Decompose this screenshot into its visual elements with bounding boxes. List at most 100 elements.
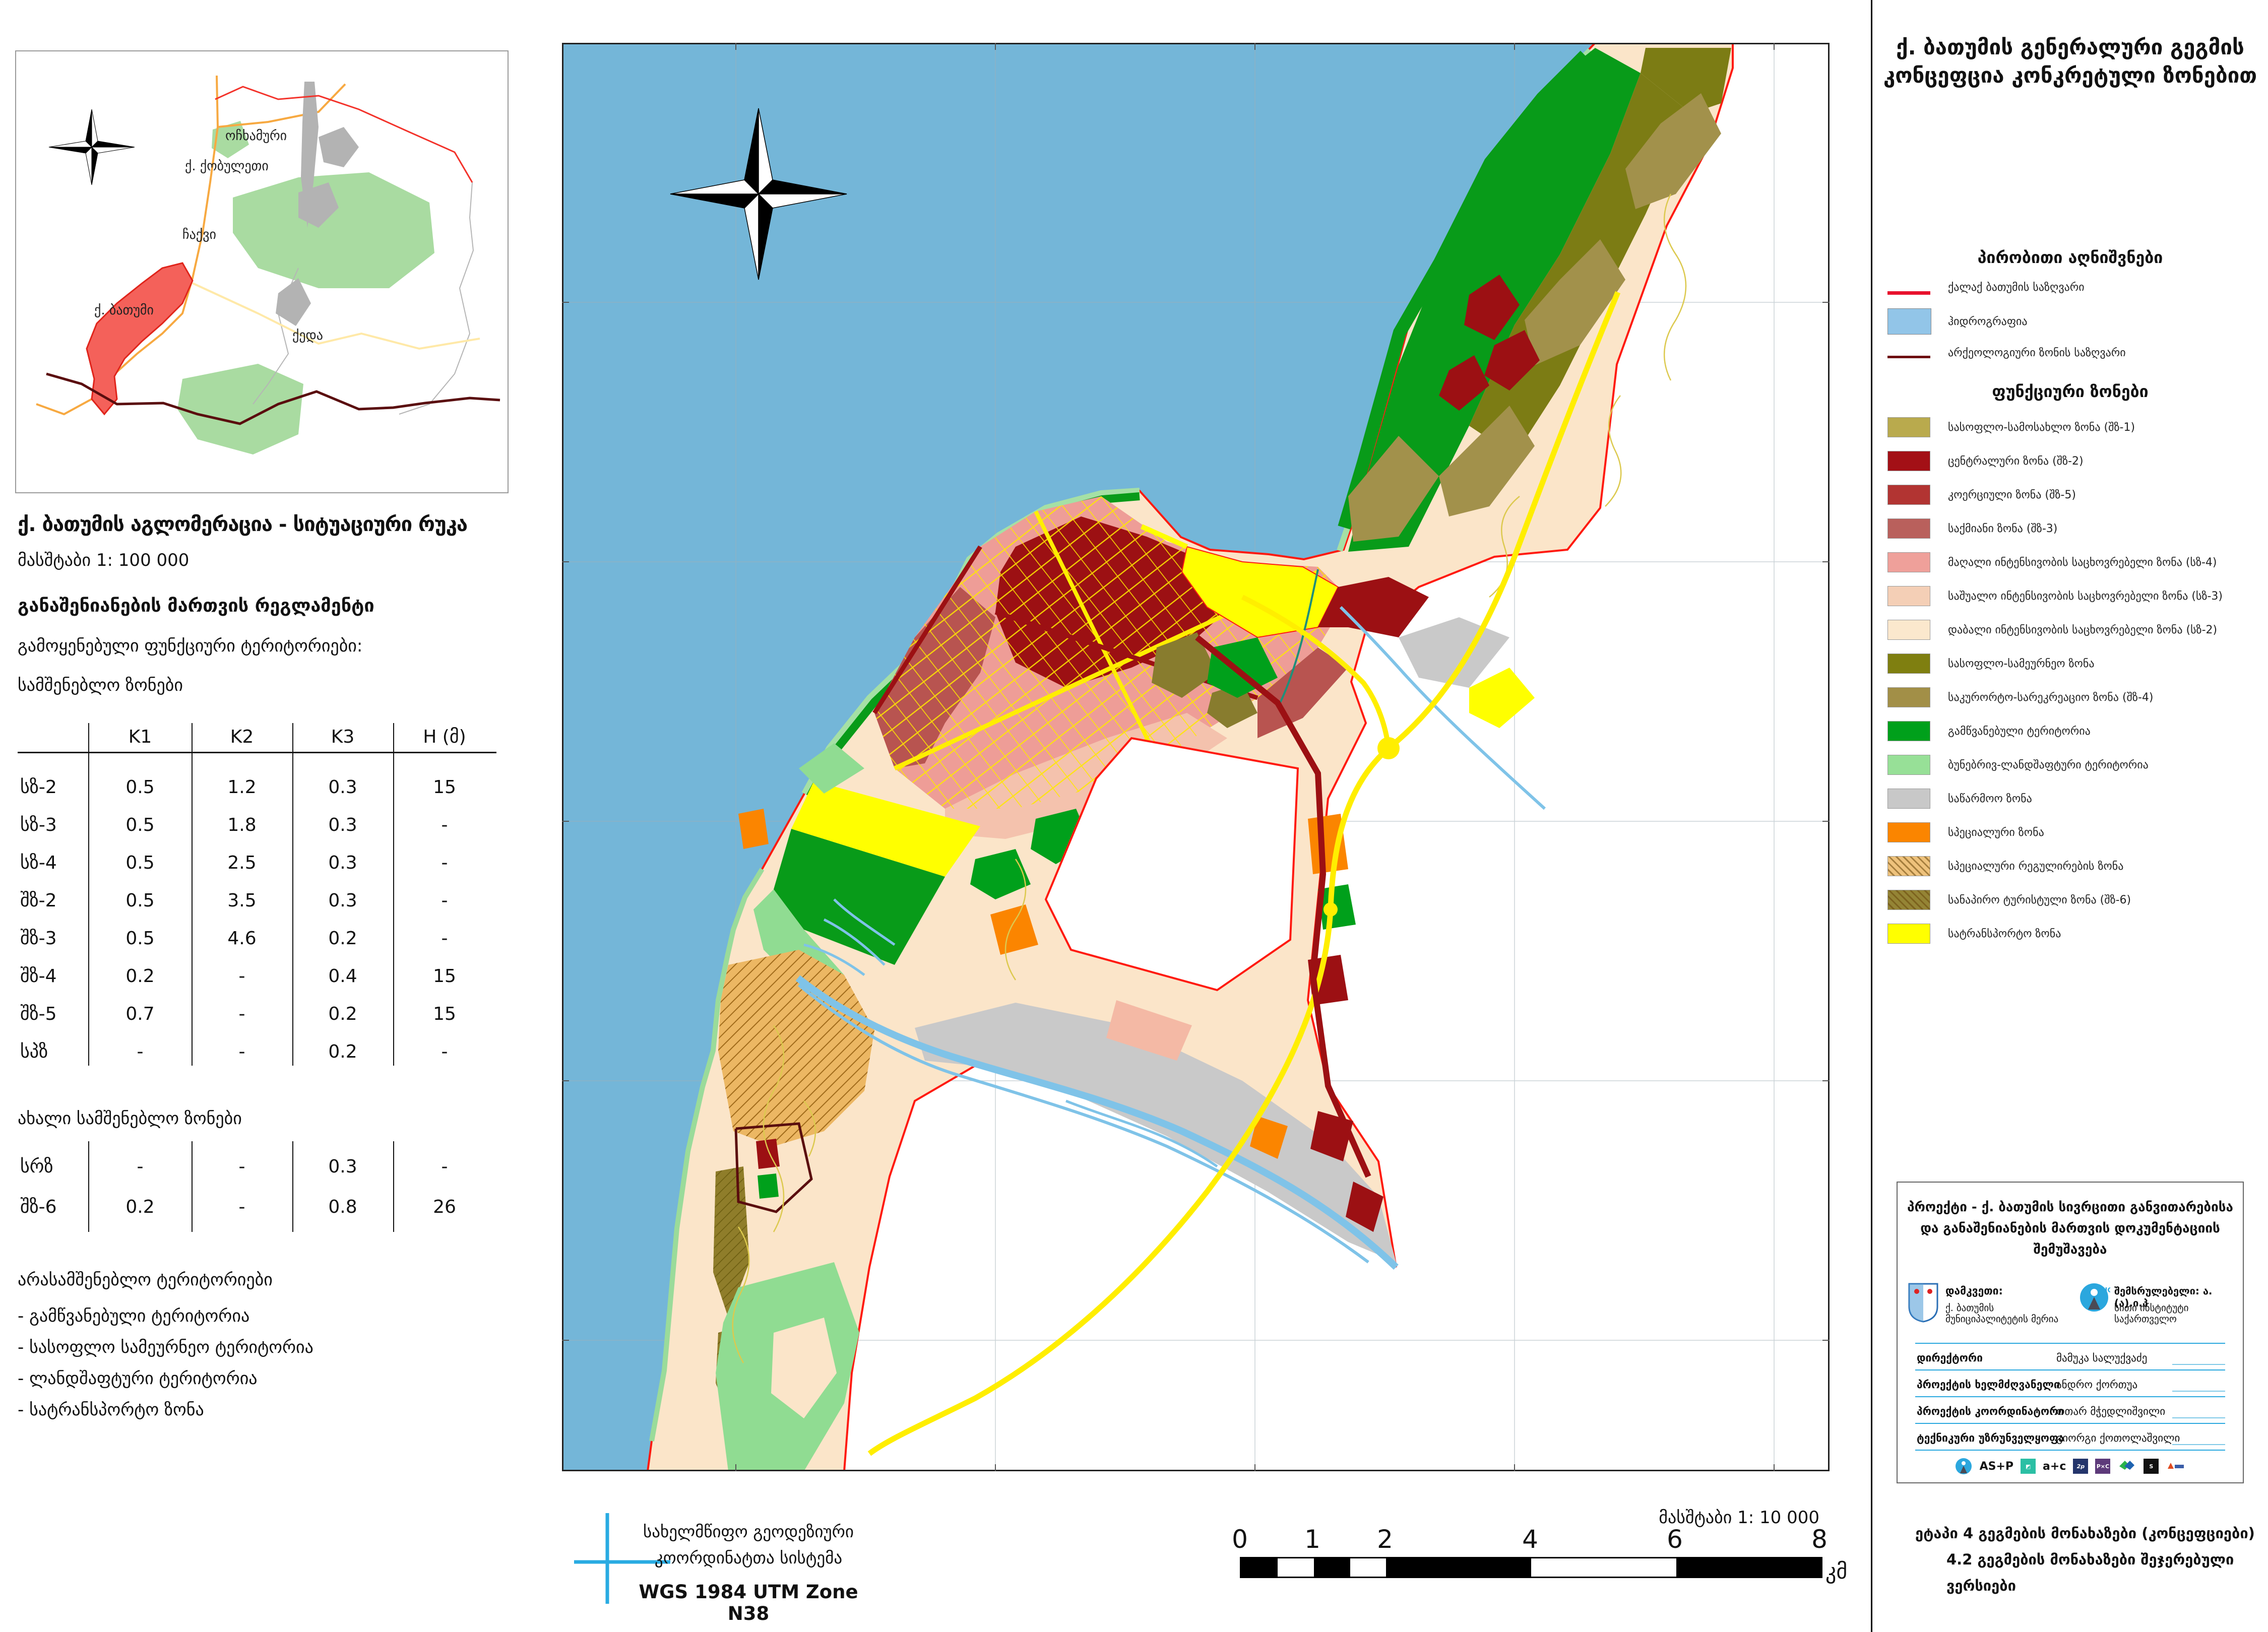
table-cell: - [441, 815, 448, 835]
table-cell: - [441, 1041, 448, 1062]
legend-symbol-archaeological-boundary [1887, 356, 1930, 358]
inset-scale: მასშტაბი 1: 100 000 [18, 550, 190, 570]
table-cell: - [238, 1004, 245, 1024]
zone-label: საკურორტო-სარეკრეაციო ზონა (შზ-4) [1948, 691, 2154, 704]
regulation-subheading: გამოყენებული ფუნქციური ტერიტორიები: [18, 636, 363, 656]
table-cell: 0.2 [125, 1197, 155, 1217]
project-person: ანდრო ქორთუა [2056, 1379, 2138, 1391]
project-person: გიორგი ქოთოლაშვილი [2056, 1432, 2180, 1444]
frame-ticks [562, 43, 1830, 1471]
table-cell: 0.5 [125, 777, 155, 798]
table-divider [393, 723, 394, 1066]
column-header: K3 [331, 727, 355, 747]
regulation-heading: განაშენიანების მართვის რეგლამენტი [18, 596, 374, 616]
table-cell: 15 [433, 966, 456, 987]
page-title-line1: ქ. ბათუმის გენერალური გეგმის [1896, 35, 2244, 59]
building-zones-table: K1 K2 K3 H (მ) სზ-2 0.5 1.2 0.3 15 სზ-3 … [18, 721, 496, 1068]
cig-logo-small [1955, 1458, 1972, 1474]
legend-label: არქეოლოგიური ზონის საზღვარი [1948, 347, 2126, 359]
table-cell: 0.5 [125, 928, 155, 949]
zone-label: ცენტრალური ზონა (შზ-2) [1948, 455, 2084, 468]
out-of-boundary-pocket [1044, 737, 1299, 992]
industrial-zone [915, 1003, 1396, 1262]
table-cell: 0.3 [328, 853, 357, 873]
zone-label: სასოფლო-სამოსახლო ზონა (შზ-1) [1948, 421, 2135, 434]
map-scale-label: მასშტაბი 1: 10 000 [1659, 1508, 1819, 1528]
signs-heading: პირობითი აღნიშვნები [1977, 248, 2163, 267]
stage-note-line3: ვერსიები [1946, 1577, 2016, 1594]
inset-state-border [46, 372, 500, 425]
inset-title: ქ. ბათუმის აგლომერაცია - სიტუაციური რუკა [18, 513, 468, 536]
inset-region-boundary [215, 86, 473, 183]
zone-label: საქმიანი ზონა (შზ-3) [1948, 523, 2058, 535]
divider [1915, 1450, 2225, 1451]
cig-logo-text: CIG [2100, 1287, 2110, 1294]
table-divider [192, 723, 193, 1066]
non-building-label: არასამშენებლო ტერიტორიები [18, 1270, 273, 1290]
project-role: პროექტის კოორდინატორი [1917, 1405, 2064, 1417]
table-divider [88, 723, 89, 1066]
client-value: ქ. ბათუმის მუნიციპალიტეტის მერია [1945, 1302, 2059, 1325]
legend-symbol-hydrography [1887, 308, 1931, 335]
non-building-item: - სასოფლო სამეურნეო ტერიტორია [18, 1337, 313, 1357]
scalebar-tick: 0 [1232, 1525, 1248, 1554]
zone-label: გამწვანებული ტერიტორია [1948, 725, 2091, 738]
s-cube-logo-icon: S [2144, 1459, 2159, 1474]
table-row-label: შზ-5 [20, 1004, 57, 1024]
asp-logo: AS+P [1979, 1460, 2014, 1473]
legend-symbol-city-boundary [1887, 291, 1930, 295]
non-building-item: - სატრანსპორტო ზონა [18, 1400, 204, 1420]
table-cell: 3.5 [227, 890, 257, 911]
scalebar-tick: 2 [1377, 1525, 1393, 1554]
compass-icon [670, 108, 847, 280]
legend-label: ჰიდროგრაფია [1948, 315, 2028, 328]
zone-swatch [1887, 789, 1930, 809]
table-divider [192, 1141, 193, 1232]
table-cell: - [441, 928, 448, 949]
project-role: პროექტის ხელმძღვანელი [1917, 1379, 2060, 1391]
south-strip [713, 950, 874, 1471]
contractor-value: სითი ინსტიტუტი საქართველო [2114, 1302, 2189, 1325]
inset-green-areas [177, 121, 434, 454]
project-info-box: პროექტი - ქ. ბათუმის სივრცითი განვითარებ… [1897, 1182, 2244, 1483]
divider [1915, 1343, 2225, 1344]
contractor-label: შემსრულებელი: ა.(ა).ი.პ [2114, 1285, 2213, 1309]
legend-label: ქალაქ ბათუმის საზღვარი [1948, 281, 2085, 294]
scalebar-segment [1676, 1558, 1821, 1577]
east-hills [970, 632, 1278, 899]
zone-swatch [1887, 451, 1930, 471]
zone-label: სპეციალური რეგულირების ზონა [1948, 860, 2124, 873]
table-divider [292, 723, 293, 1066]
table-cell: 26 [433, 1197, 456, 1217]
table-row-label: შზ-3 [20, 928, 57, 949]
project-person: ოთარ მჭედლიშვილი [2056, 1405, 2166, 1417]
inset-label-kobuleti: ქ. ქობულეთი [185, 159, 269, 174]
sea [562, 43, 1595, 1471]
scalebar [1240, 1557, 1822, 1578]
misc-logo-icon [2168, 1463, 2184, 1469]
table-cell: 1.8 [227, 815, 257, 835]
zone-label: საწარმოო ზონა [1948, 793, 2032, 805]
divider [1915, 1423, 2225, 1424]
zone-swatch [1887, 620, 1930, 640]
table-cell: - [238, 966, 245, 987]
table-cell: 0.7 [125, 1004, 155, 1024]
table-cell: 0.2 [328, 1004, 357, 1024]
table-divider [292, 1141, 293, 1232]
table-cell: 1.2 [227, 777, 257, 798]
scalebar-tick: 6 [1667, 1525, 1683, 1554]
zone-swatch [1887, 822, 1930, 842]
table-row-label: სზ-3 [20, 815, 57, 835]
table-row-label: შზ-4 [20, 966, 57, 987]
table-cell: - [238, 1197, 245, 1217]
zone-label: ბუნებრივ-ლანდშაფტური ტერიტორია [1948, 759, 2149, 771]
table-cell: 0.3 [328, 890, 357, 911]
pmc-logo-icon: P×C [2095, 1459, 2111, 1474]
port-area [1140, 524, 1535, 728]
project-title-line1: პროექტი - ქ. ბათუმის სივრცითი განვითარებ… [1907, 1200, 2233, 1215]
divider [1915, 1369, 2225, 1370]
table-row-label: შზ-2 [20, 890, 57, 911]
new-zones-table: სრზ - - 0.3 - შზ-6 0.2 - 0.8 26 [18, 1141, 496, 1232]
divider [1915, 1396, 2225, 1397]
inset-compass-icon [48, 109, 135, 185]
